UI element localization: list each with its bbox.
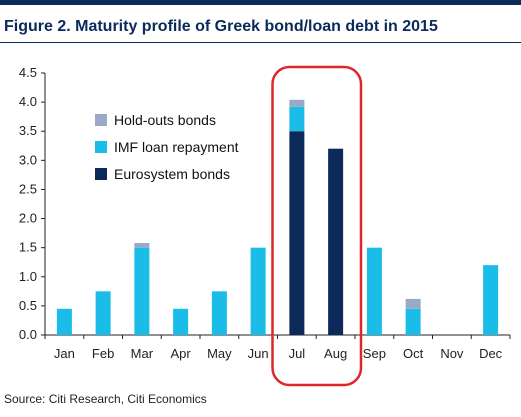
y-tick-label: 4.0 [19, 94, 37, 109]
bar-oct-imf-loan-repayment [405, 308, 421, 335]
bar-jan-imf-loan-repayment [56, 308, 72, 335]
y-tick-label: 2.5 [19, 181, 37, 196]
x-tick-label-sep: Sep [363, 346, 386, 361]
bar-may-imf-loan-repayment [211, 291, 227, 335]
bar-aug-eurosystem-bonds [328, 148, 344, 335]
legend-swatch [95, 114, 107, 126]
bar-oct-hold-outs-bonds [405, 298, 421, 309]
x-tick-label-feb: Feb [92, 346, 114, 361]
bar-mar-imf-loan-repayment [134, 247, 150, 335]
bar-sep-imf-loan-repayment [366, 247, 382, 335]
legend: Hold-outs bonds IMF loan repayment Eurosys… [95, 112, 239, 182]
maturity-chart: 0.0 0.5 1.0 1.5 2.0 2.5 3.0 3.5 4.0 4.5 Jan Feb Mar A… [19, 65, 511, 387]
legend-label: Eurosystem bonds [114, 166, 230, 182]
bar-jul-hold-outs-bonds [289, 99, 305, 107]
legend-swatch [95, 168, 107, 180]
x-tick-label-jan: Jan [54, 346, 75, 361]
source-note: Source: Citi Research, Citi Economics [4, 392, 207, 406]
bar-jun-imf-loan-repayment [250, 247, 266, 335]
y-tick-label: 1.5 [19, 240, 37, 255]
y-tick-label: 4.5 [19, 65, 37, 80]
x-tick-label-jun: Jun [248, 346, 269, 361]
legend-label: IMF loan repayment [114, 139, 239, 155]
bar-jul-imf-loan-repayment [289, 106, 305, 132]
x-tick-label-aug: Aug [324, 346, 347, 361]
bar-jul-eurosystem-bonds [289, 131, 305, 335]
y-tick-label: 0.0 [19, 327, 37, 342]
x-tick-label-apr: Apr [171, 346, 192, 361]
x-tick-label-nov: Nov [440, 346, 464, 361]
axes: 0.0 0.5 1.0 1.5 2.0 2.5 3.0 3.5 4.0 4.5 Jan Feb Mar A… [19, 65, 511, 361]
title-rule [0, 42, 521, 43]
x-tick-label-may: May [207, 346, 232, 361]
x-tick-label-dec: Dec [479, 346, 503, 361]
highlight-layer [271, 65, 363, 387]
x-tick-label-oct: Oct [403, 346, 424, 361]
bar-dec-imf-loan-repayment [483, 265, 499, 335]
y-tick-label: 2.0 [19, 211, 37, 226]
bar-mar-hold-outs-bonds [134, 243, 150, 248]
y-tick-label: 3.5 [19, 123, 37, 138]
bars [56, 99, 499, 335]
x-tick-label-mar: Mar [131, 346, 154, 361]
x-tick-label-jul: Jul [289, 346, 306, 361]
highlight-jul-aug [271, 65, 363, 387]
y-tick-label: 0.5 [19, 298, 37, 313]
figure-title: Figure 2. Maturity profile of Greek bond… [4, 18, 438, 35]
bar-feb-imf-loan-repayment [95, 291, 111, 335]
legend-swatch [95, 141, 107, 153]
y-tick-label: 3.0 [19, 152, 37, 167]
legend-label: Hold-outs bonds [114, 112, 216, 128]
y-tick-label: 1.0 [19, 269, 37, 284]
bar-apr-imf-loan-repayment [173, 308, 189, 335]
top-rule [0, 0, 521, 5]
